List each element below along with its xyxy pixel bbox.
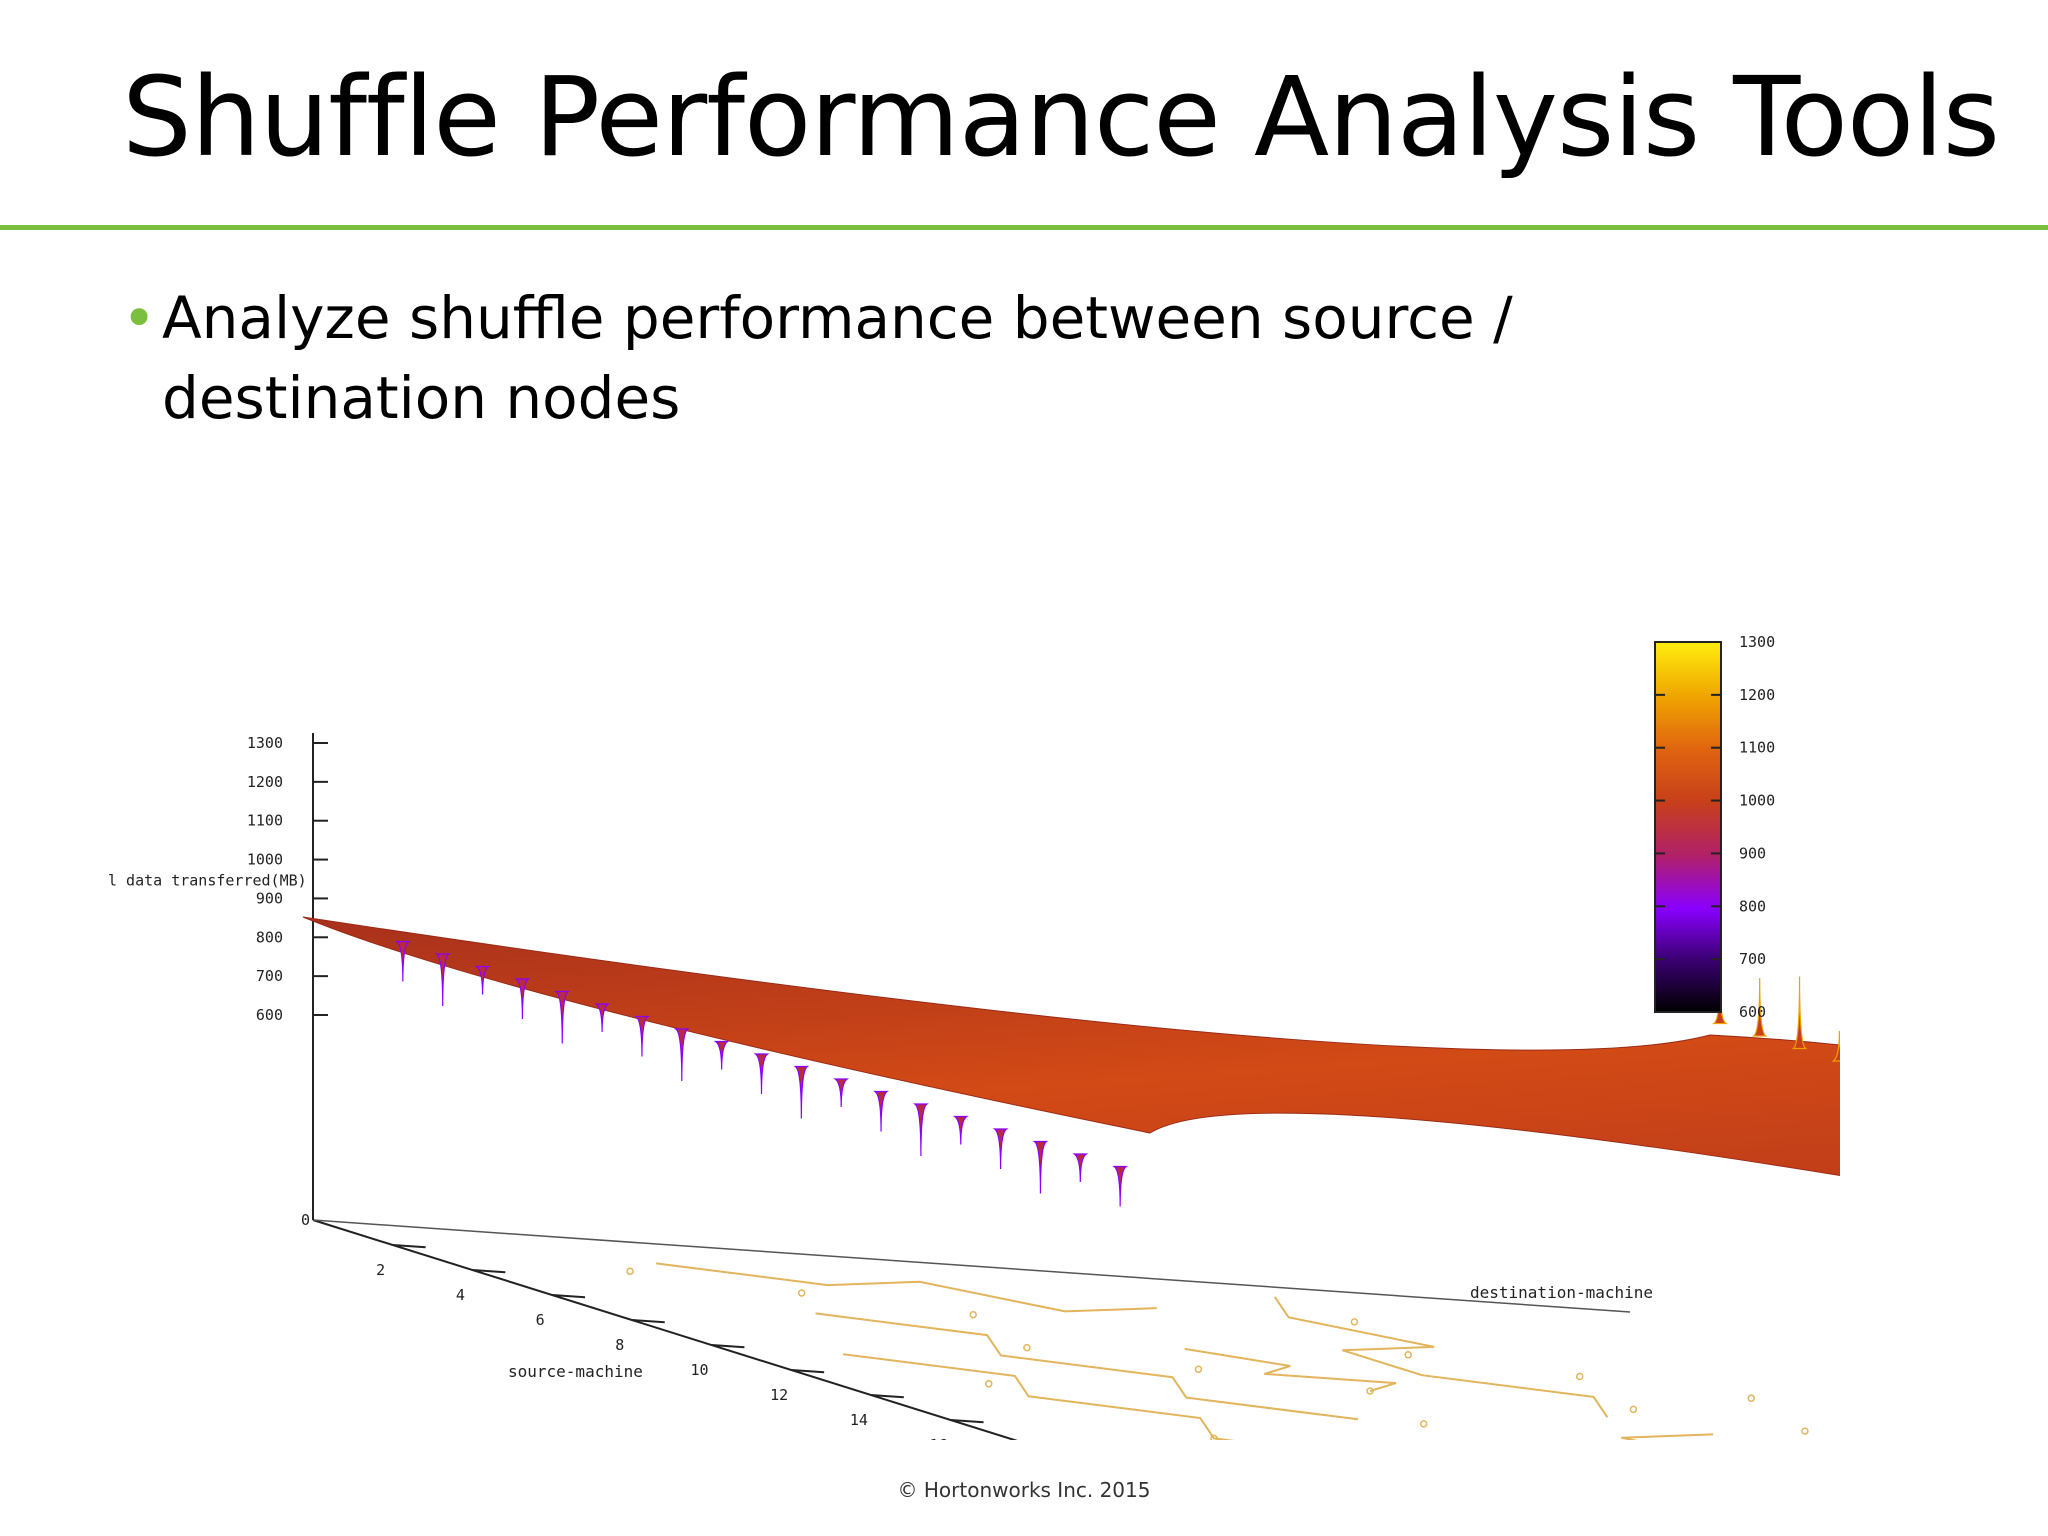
- contour-dot: [797, 1289, 806, 1297]
- x-tick-mark: [950, 1419, 984, 1424]
- z-tick-label: 1100: [247, 812, 283, 830]
- colorbar: 600 700 800 900 1000 1100 1200 1300: [1654, 633, 1775, 1021]
- surface-spike-down: [873, 1090, 890, 1132]
- contour-dot: [1023, 1343, 1031, 1352]
- slide-title: Shuffle Performance Analysis Tools: [122, 53, 2000, 181]
- surface-spike-up: [1751, 977, 1768, 1037]
- surface-spike-down: [673, 1028, 690, 1082]
- surface-spike-down: [554, 990, 571, 1044]
- contour-dot: [969, 1310, 977, 1319]
- surface-spike-down: [434, 953, 451, 1007]
- base-contours: [626, 1262, 1809, 1440]
- contour-dot: [1575, 1372, 1584, 1381]
- contour-dot: [1747, 1394, 1755, 1402]
- contour-dot: [1419, 1420, 1428, 1428]
- bullet-dot-icon: •: [122, 284, 157, 352]
- x-tick-mark: [631, 1319, 665, 1324]
- z-tick-label: 600: [256, 1006, 283, 1024]
- colorbar-tick-label: 700: [1739, 950, 1766, 968]
- colorbar-tick-label: 1200: [1739, 686, 1775, 704]
- x-tick-label: 10: [690, 1361, 708, 1379]
- colorbar-tick-label: 1100: [1739, 739, 1775, 757]
- surface-spike-down: [952, 1115, 969, 1145]
- contour-line: [843, 1353, 1235, 1440]
- contour-dot: [985, 1380, 993, 1388]
- x-tick-mark: [392, 1244, 426, 1249]
- surface-spike-down: [594, 1003, 611, 1033]
- x-tick-label: 2: [376, 1261, 385, 1279]
- contour-dot: [1350, 1318, 1359, 1326]
- surface-spike-down: [793, 1065, 810, 1119]
- x-tick-label: 16: [930, 1436, 948, 1440]
- back-axis-line: [312, 1219, 1631, 1313]
- bullet-item: • Analyze shuffle performance between so…: [122, 278, 1822, 438]
- contour-line: [815, 1312, 1359, 1421]
- x-tick-mark: [870, 1394, 904, 1399]
- contour-line: [1184, 1347, 1397, 1392]
- surface-spike-down: [833, 1078, 850, 1108]
- contour-dot: [1366, 1387, 1374, 1395]
- z-tick-label: 800: [256, 928, 283, 946]
- bullet-text: Analyze shuffle performance between sour…: [162, 284, 1513, 432]
- z-axis-label: l data transferred(MB): [108, 872, 307, 890]
- surface-chart-svg: 600 700 800 900 1000 1100 1200 1300 2 4 6 8 10 12 14 1…: [108, 633, 1840, 1440]
- contour-dot: [1801, 1427, 1809, 1435]
- contour-dot: [1404, 1351, 1412, 1359]
- surface-spike-up: [1791, 976, 1808, 1050]
- contour-dot: [1194, 1365, 1203, 1374]
- contour-dot: [626, 1267, 634, 1276]
- x-tick-label: 12: [770, 1386, 788, 1404]
- z-tick-label: 1000: [247, 851, 283, 869]
- contour-line: [655, 1262, 1157, 1313]
- colorbar-tick-label: 600: [1739, 1003, 1766, 1021]
- contour-dot: [1629, 1405, 1638, 1414]
- contour-dot: [1210, 1434, 1218, 1440]
- surface-chart: 600 700 800 900 1000 1100 1200 1300 2 4 6 8 10 12 14 1…: [100, 540, 1840, 1440]
- contour-line: [1621, 1433, 1714, 1440]
- x-tick-mark: [472, 1269, 506, 1274]
- colorbar-tick-label: 1300: [1739, 633, 1775, 651]
- x-tick-label: 6: [536, 1311, 545, 1329]
- surface-spike-down: [992, 1128, 1009, 1170]
- z-axis: 600 700 800 900 1000 1100 1200 1300: [247, 733, 328, 1220]
- z-tick-label: 700: [256, 967, 283, 985]
- colorbar-tick-label: 900: [1739, 844, 1766, 862]
- surface-spike-down: [474, 965, 491, 995]
- y-axis-label: destination-machine: [1470, 1283, 1653, 1302]
- surface-spike-down: [912, 1103, 929, 1157]
- x-axis: 2468101214161820: [376, 1244, 984, 1440]
- x-tick-mark: [791, 1369, 825, 1374]
- contour-line: [1273, 1296, 1609, 1418]
- surface-spike-down: [1112, 1165, 1129, 1207]
- colorbar-tick-label: 800: [1739, 897, 1766, 915]
- title-divider: [0, 225, 2048, 230]
- surface-spike-down: [713, 1040, 730, 1070]
- surface-spike-down: [514, 978, 531, 1020]
- slide-footer: © Hortonworks Inc. 2015: [897, 1478, 1151, 1502]
- surface-spike-down: [394, 940, 411, 982]
- surface-plot: [302, 916, 1840, 1207]
- surface-spike-down: [1032, 1140, 1049, 1194]
- x-tick-label: 14: [850, 1411, 868, 1429]
- origin-label: 0: [301, 1211, 310, 1229]
- colorbar-gradient: [1654, 641, 1722, 1013]
- surface-spike-down: [1072, 1153, 1089, 1183]
- x-tick-mark: [552, 1294, 586, 1299]
- x-tick-mark: [711, 1344, 745, 1349]
- z-tick-label: 1300: [247, 734, 283, 752]
- surface-spike-down: [753, 1053, 770, 1095]
- colorbar-tick-label: 1000: [1739, 792, 1775, 810]
- x-tick-label: 4: [456, 1286, 465, 1304]
- z-tick-label: 1200: [247, 773, 283, 791]
- surface-spike-up: [1831, 1030, 1840, 1062]
- x-tick-label: 8: [615, 1336, 624, 1354]
- surface-spike-down: [633, 1015, 650, 1057]
- base-plane: [312, 1219, 1840, 1440]
- x-axis-label: source-machine: [508, 1362, 643, 1381]
- base-plane-fill: [313, 1220, 1840, 1440]
- surface-mesh: [302, 916, 1840, 1177]
- z-tick-label: 900: [256, 889, 283, 907]
